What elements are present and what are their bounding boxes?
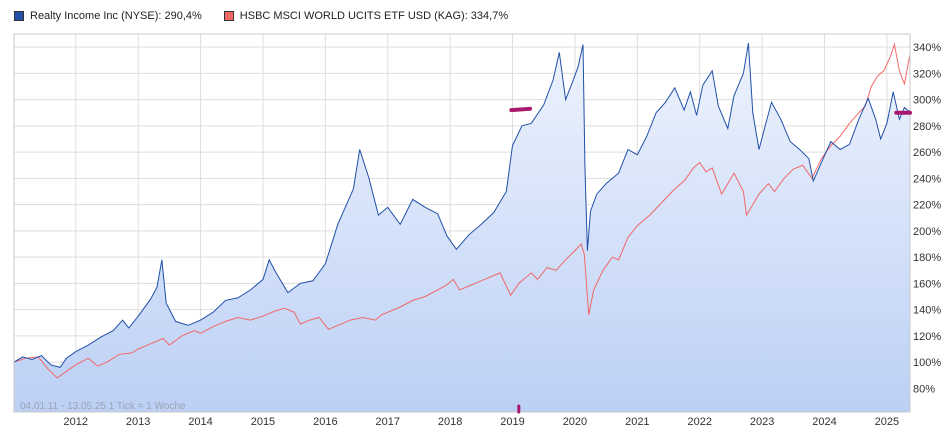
x-tick-label: 2016 — [313, 416, 337, 427]
y-tick-label: 160% — [913, 278, 941, 290]
plot-frame — [13, 33, 911, 413]
y-tick-label: 300% — [913, 95, 941, 107]
y-tick-label: 260% — [913, 147, 941, 159]
y-tick-label: 120% — [913, 331, 941, 343]
x-tick-label: 2012 — [64, 416, 88, 427]
series-line-realty-income — [14, 43, 910, 368]
date-range-info: 04.01.11 - 13.05.25 1 Tick = 1 Woche — [20, 401, 186, 412]
markers — [509, 106, 912, 414]
y-axis: 80% 100% 120% 140% 160% 180% 200% 220% 240% 260% 2… — [913, 42, 941, 395]
x-tick-label: 2022 — [687, 416, 711, 427]
x-tick-label: 2014 — [188, 416, 212, 427]
legend-item-hsbc-msci-world[interactable]: HSBC MSCI WORLD UCITS ETF USD (KAG): 334… — [223, 10, 509, 22]
y-tick-label: 340% — [913, 42, 941, 54]
y-tick-label: 320% — [913, 68, 941, 80]
y-tick-label: 200% — [913, 226, 941, 238]
series-line-hsbc-msci-world — [14, 42, 910, 379]
y-tick-label: 220% — [913, 200, 941, 212]
y-tick-label: 140% — [913, 305, 941, 317]
legend: Realty Income Inc (NYSE): 290,4% HSBC MS… — [14, 10, 508, 22]
x-axis: 2012 2013 2014 2015 2016 2017 2018 2019 2020 2021… — [64, 416, 900, 427]
x-tick-label: 2017 — [376, 416, 400, 427]
x-tick-label: 2023 — [750, 416, 774, 427]
x-tick-label: 2024 — [812, 416, 836, 427]
series-area-realty-income — [14, 43, 910, 412]
x-tick-label: 2019 — [500, 416, 524, 427]
legend-swatch-series1 — [14, 11, 24, 21]
x-tick-label: 2013 — [126, 416, 150, 427]
y-tick-label: 100% — [913, 357, 941, 369]
legend-label-series2: HSBC MSCI WORLD UCITS ETF USD (KAG): 334… — [239, 10, 509, 22]
y-tick-label: 240% — [913, 173, 941, 185]
x-tick-label: 2018 — [438, 416, 462, 427]
legend-label-series1: Realty Income Inc (NYSE): 290,4% — [30, 10, 202, 22]
y-tick-label: 80% — [913, 383, 935, 395]
highlight-marker-2019 — [509, 106, 533, 113]
x-tick-label: 2015 — [251, 416, 275, 427]
legend-swatch-series2 — [223, 11, 234, 21]
x-tick-label: 2025 — [875, 416, 899, 427]
legend-item-realty-income[interactable]: Realty Income Inc (NYSE): 290,4% — [14, 10, 202, 22]
y-tick-label: 280% — [913, 121, 941, 133]
x-tick-label: 2020 — [563, 416, 587, 427]
plot-area — [14, 42, 910, 412]
y-tick-label: 180% — [913, 252, 941, 264]
x-tick-label: 2021 — [625, 416, 649, 427]
